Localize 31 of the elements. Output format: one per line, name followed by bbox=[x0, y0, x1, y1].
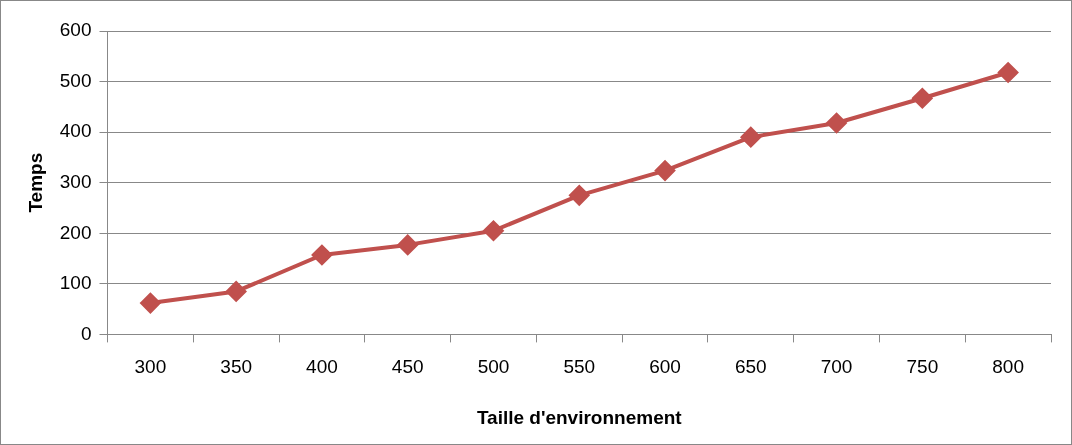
point bbox=[569, 185, 590, 206]
y-tick-label: 500 bbox=[59, 69, 92, 91]
point bbox=[998, 62, 1019, 83]
point bbox=[397, 234, 418, 255]
point bbox=[311, 245, 332, 266]
point bbox=[226, 281, 247, 302]
x-tick-label: 700 bbox=[820, 356, 853, 378]
point bbox=[912, 88, 933, 109]
x-tick-label: 450 bbox=[391, 356, 424, 378]
y-axis-title: Temps bbox=[24, 152, 46, 213]
point bbox=[140, 293, 161, 314]
x-tick-label: 600 bbox=[649, 356, 681, 378]
point bbox=[483, 220, 504, 241]
x-tick-label: 300 bbox=[134, 356, 167, 378]
y-tick-label: 200 bbox=[59, 221, 92, 243]
point bbox=[655, 160, 676, 181]
y-tick-label: 100 bbox=[59, 272, 92, 294]
x-tick-label: 500 bbox=[477, 356, 510, 378]
x-tick-label: 800 bbox=[992, 356, 1024, 378]
x-axis-title: Taille d'environnement bbox=[476, 406, 683, 428]
x-tick-label: 750 bbox=[906, 356, 939, 378]
point bbox=[826, 113, 847, 134]
x-tick-label: 650 bbox=[734, 356, 767, 378]
x-tick-label: 550 bbox=[563, 356, 596, 378]
x-tick-label: 350 bbox=[220, 356, 253, 378]
y-tick-label: 300 bbox=[59, 170, 92, 192]
y-tick-label: 400 bbox=[59, 120, 92, 142]
y-tick-label: 0 bbox=[80, 322, 92, 344]
point bbox=[740, 127, 761, 148]
x-tick-label: 400 bbox=[306, 356, 338, 378]
y-tick-label: 600 bbox=[59, 19, 92, 41]
